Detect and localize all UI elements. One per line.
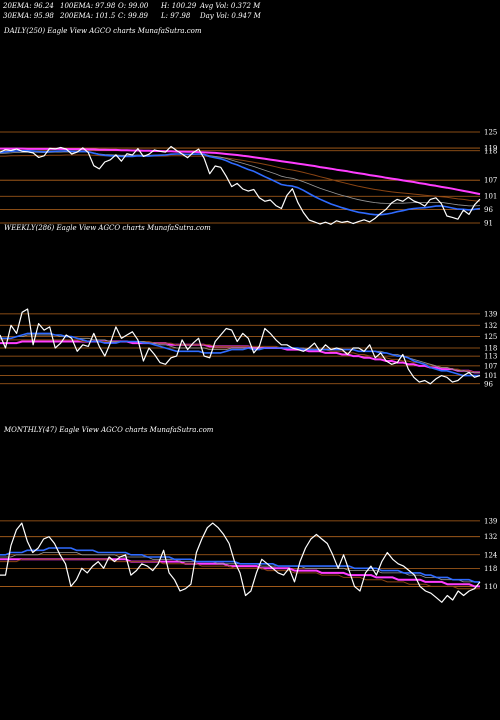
price-line	[0, 522, 481, 603]
day-vol-readout: Day Vol: 0.947 M	[200, 12, 261, 20]
monthly-chart-label: MONTHLY(47) Eagle View AGCO charts Munaf…	[4, 426, 214, 434]
ema20-line	[0, 332, 480, 377]
y-tick-label: 132	[484, 533, 497, 541]
y-tick-label: 96	[484, 380, 493, 388]
ema200-line	[0, 147, 481, 196]
ema20-line	[0, 547, 480, 583]
y-tick-label: 125	[484, 129, 497, 137]
weekly-chart-label: WEEKLY(286) Eagle View AGCO charts Munaf…	[4, 224, 211, 232]
ema30-line	[0, 552, 480, 583]
y-tick-label: 110	[484, 583, 497, 591]
y-tick-label: 107	[484, 362, 497, 370]
y-tick-label: 124	[484, 551, 498, 559]
ema30-readout: 30EMA: 95.98	[3, 12, 54, 20]
y-tick-label: 119	[484, 145, 497, 153]
y-tick-label: 91	[484, 219, 493, 227]
y-tick-label: 118	[484, 147, 497, 155]
ema100-line	[0, 339, 480, 373]
indicator-header: 20EMA: 96.24 100EMA: 97.98 O: 99.00 H: 1…	[0, 0, 500, 24]
daily-chart-label: DAILY(250) Eagle View AGCO charts Munafa…	[4, 27, 202, 35]
y-tick-label: 113	[484, 353, 497, 361]
y-tick-label: 101	[484, 193, 497, 201]
price-line	[0, 308, 481, 385]
open-readout: O: 99.00	[118, 2, 149, 10]
low-readout: L: 97.98	[161, 12, 191, 20]
ema100-line	[0, 558, 480, 590]
y-tick-label: 101	[484, 372, 497, 380]
ema200-readout: 200EMA: 101.5	[60, 12, 116, 20]
y-tick-label: 96	[484, 206, 493, 214]
y-tick-label: 118	[484, 345, 497, 353]
y-tick-label: 107	[484, 177, 497, 185]
ema100-readout: 100EMA: 97.98	[60, 2, 116, 10]
avg-vol-readout: Avg Vol: 0.372 M	[200, 2, 261, 10]
close-readout: C: 99.89	[118, 12, 148, 20]
price-line	[0, 145, 481, 225]
y-tick-label: 139	[484, 310, 497, 318]
y-tick-label: 132	[484, 322, 497, 330]
y-tick-label: 125	[484, 333, 497, 341]
ema20-line	[0, 149, 481, 216]
ema100-line	[0, 154, 481, 202]
y-tick-label: 118	[484, 565, 497, 573]
monthly-chart: 139 132 124 118 110	[0, 517, 498, 603]
high-readout: H: 100.29	[161, 2, 197, 10]
ema20-readout: 20EMA: 96.24	[3, 2, 54, 10]
y-tick-label: 139	[484, 517, 497, 525]
